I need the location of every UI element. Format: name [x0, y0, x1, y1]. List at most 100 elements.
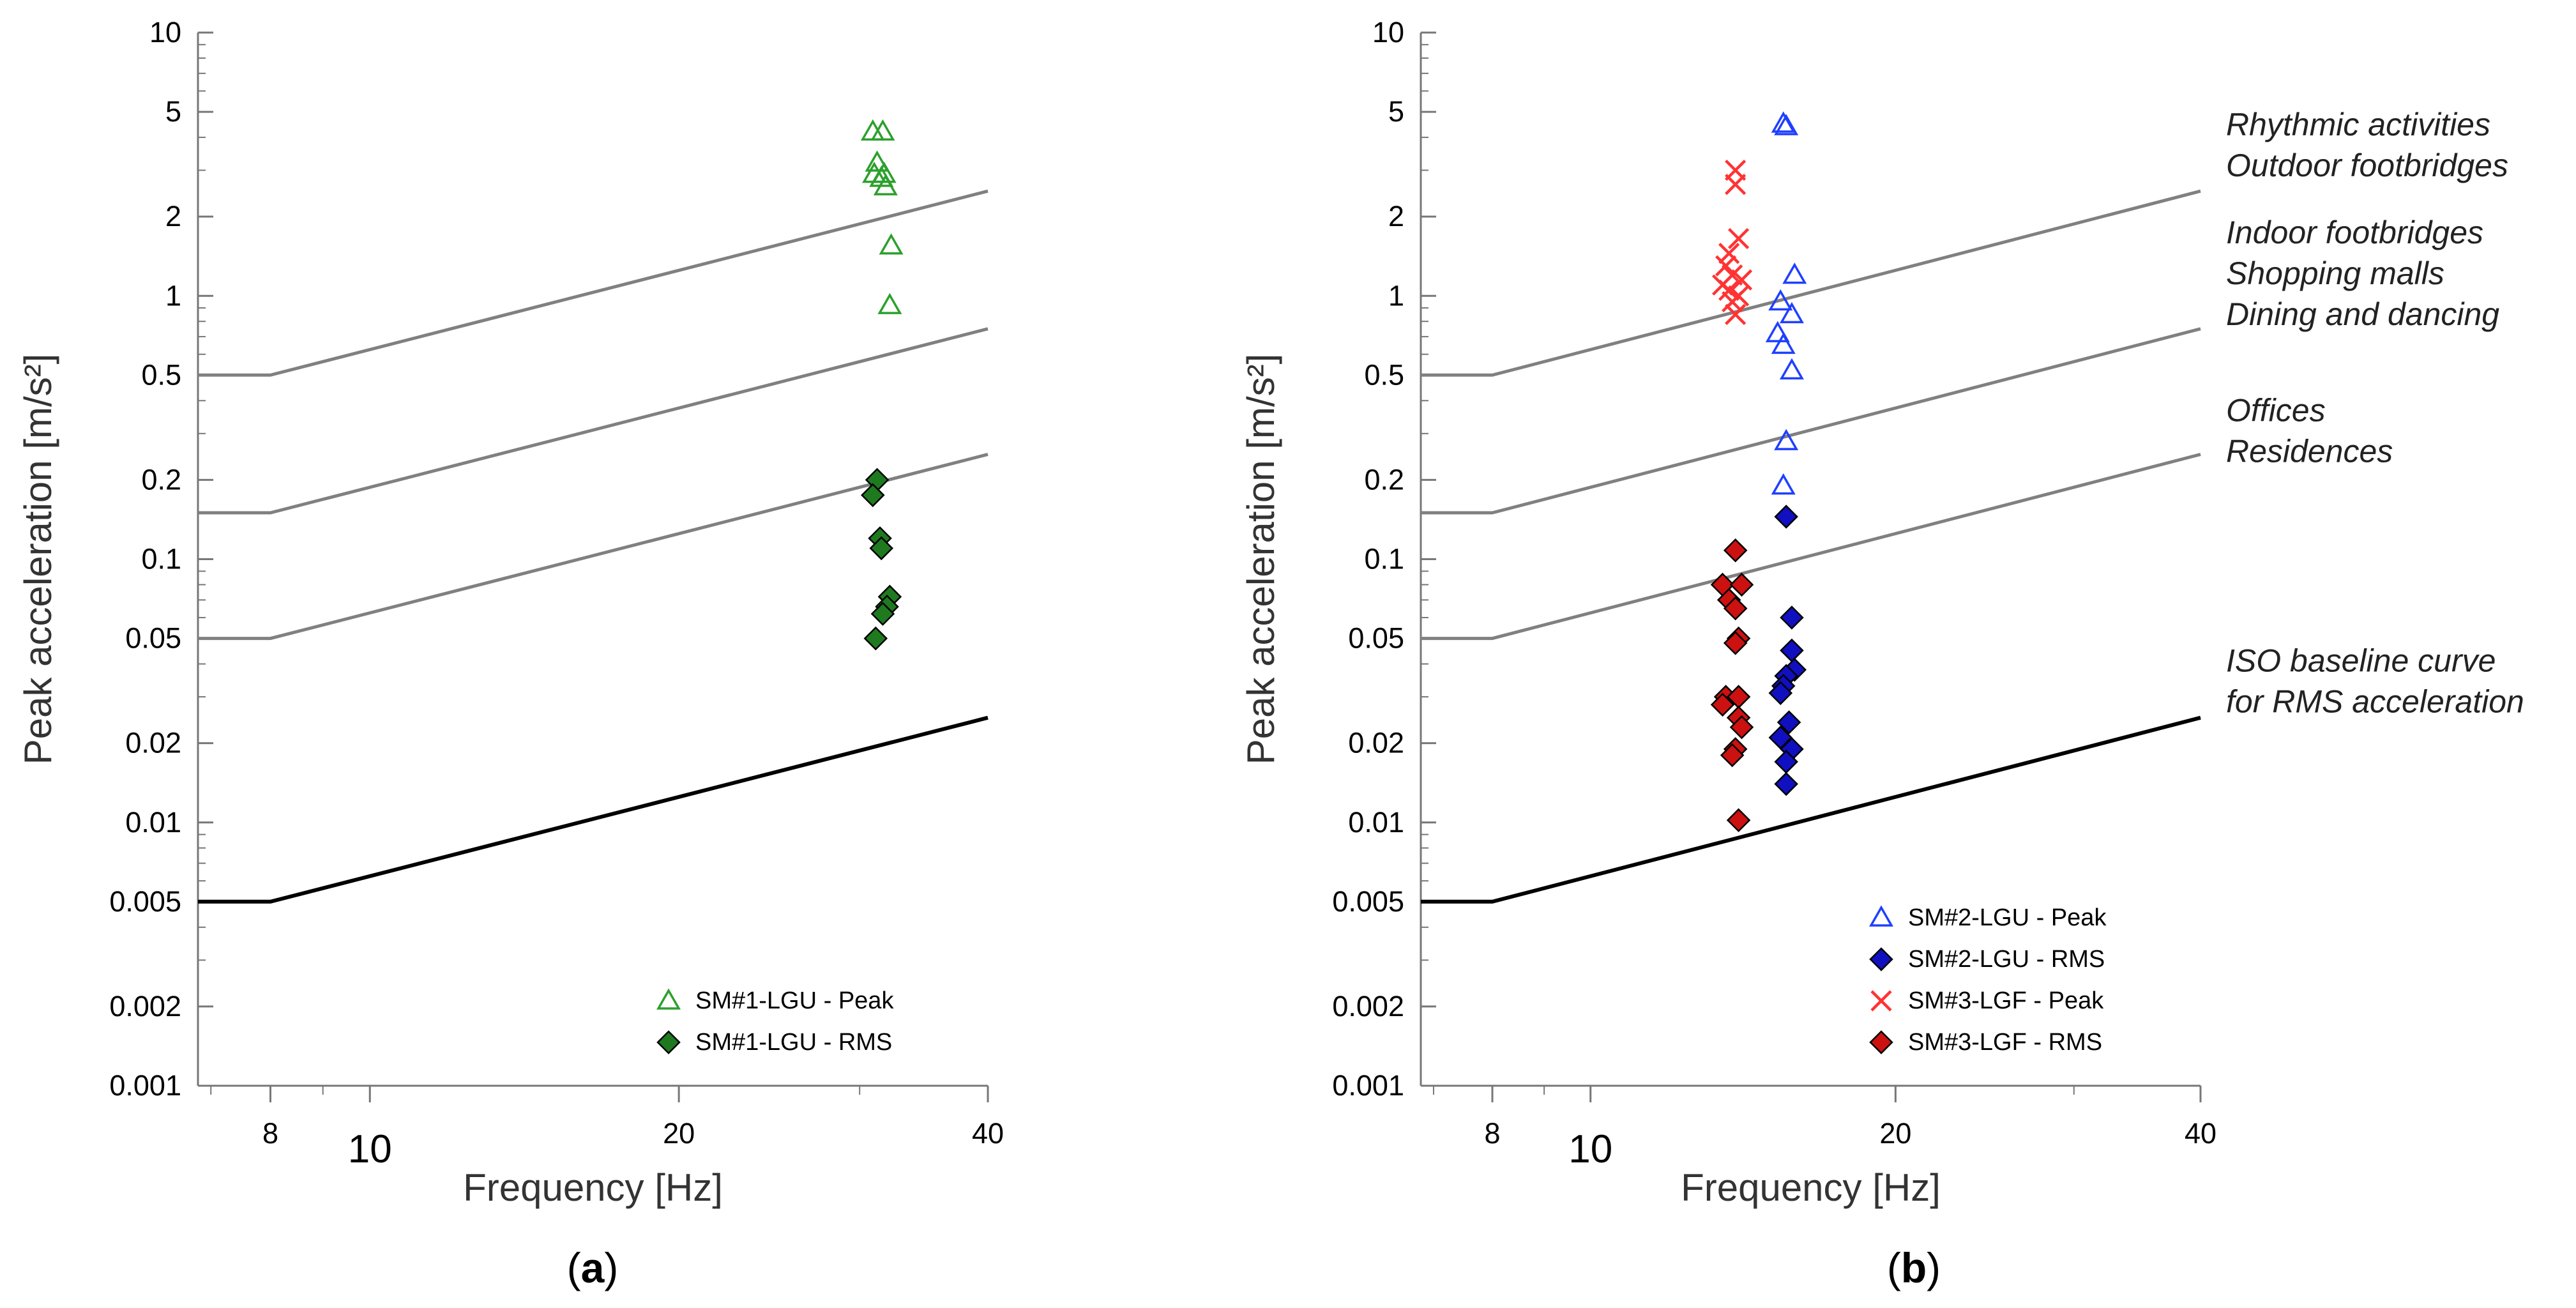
x-tick-label: 10 — [348, 1127, 392, 1171]
chart-panel-b: 10 5 2 1 0.5 0.2 0.1 0.05 0.02 0.01 0.005 0.002 0.00… — [1239, 16, 2524, 1291]
x-tick-label: 40 — [2185, 1117, 2216, 1150]
y-tick-label: 0.5 — [141, 358, 181, 391]
x-tick-label: 8 — [1484, 1117, 1500, 1150]
data-point — [1718, 243, 1740, 264]
y-tick-label: 0.001 — [1332, 1069, 1404, 1102]
cross-stroke — [1718, 279, 1740, 301]
y-tick-label: 10 — [149, 16, 181, 49]
cross-stroke — [1722, 291, 1743, 313]
limit-curve — [198, 189, 989, 377]
legend-label: SM#1-LGU - Peak — [695, 987, 894, 1014]
data-point — [877, 293, 902, 314]
data-point — [1723, 631, 1748, 655]
series — [861, 468, 902, 651]
cross-stroke — [1870, 990, 1892, 1012]
data-point — [1779, 358, 1804, 380]
data-point — [1774, 114, 1799, 135]
y-tick-label: 0.2 — [141, 463, 181, 496]
data-point — [1782, 262, 1807, 284]
legend-marker — [1869, 1030, 1893, 1054]
data-point — [1779, 301, 1804, 324]
legend-label: SM#3-LGF - RMS — [1908, 1029, 2102, 1056]
limit-curve — [198, 452, 989, 641]
limit-curve — [1421, 327, 2201, 515]
legend-marker — [1869, 947, 1893, 971]
limit-curve — [1421, 189, 2201, 377]
y-tick-label: 0.005 — [1332, 885, 1404, 918]
y-axis-title: Peak acceleration [m/s²] — [17, 354, 59, 765]
data-point — [1771, 332, 1796, 354]
y-tick-label: 10 — [1372, 16, 1404, 49]
curve-annotation: Indoor footbridges — [2226, 215, 2483, 250]
y-tick-label: 0.002 — [1332, 990, 1404, 1023]
cross-stroke — [1728, 228, 1750, 250]
series — [1768, 505, 1807, 796]
curve-annotation: Offices — [2226, 392, 2326, 428]
legend-label: SM#3-LGF - Peak — [1908, 987, 2104, 1014]
cross-stroke — [1718, 243, 1740, 264]
data-point — [870, 602, 895, 626]
curve-annotation: Shopping malls — [2226, 255, 2444, 291]
data-point — [1729, 572, 1754, 597]
x-tick-label: 20 — [663, 1117, 695, 1150]
curve-annotation: Residences — [2226, 433, 2393, 469]
data-point — [1780, 638, 1804, 663]
data-point — [1768, 289, 1793, 311]
legend-label: SM#2-LGU - Peak — [1908, 904, 2107, 931]
legend-label: SM#2-LGU - RMS — [1908, 946, 2105, 973]
limit-curve — [198, 327, 989, 515]
data-point — [1771, 111, 1796, 133]
legend-marker — [1868, 905, 1894, 927]
y-tick-label: 0.002 — [109, 990, 181, 1023]
data-point — [1723, 596, 1748, 621]
series — [860, 119, 904, 314]
data-point — [1777, 710, 1801, 734]
x-tick-label: 20 — [1879, 1117, 1911, 1150]
curve-annotation: Outdoor footbridges — [2226, 148, 2508, 183]
cross-stroke — [1731, 269, 1753, 291]
y-tick-label: 0.2 — [1364, 463, 1404, 496]
y-tick-label: 1 — [1388, 279, 1404, 312]
legend-marker — [656, 988, 681, 1010]
y-tick-label: 2 — [1388, 200, 1404, 232]
data-point — [863, 626, 888, 651]
y-tick-label: 0.05 — [1348, 622, 1404, 655]
y-tick-label: 0.02 — [125, 727, 181, 759]
data-point — [879, 233, 904, 255]
data-point — [860, 119, 885, 141]
data-point — [1765, 321, 1790, 342]
panel-label: (b) — [1887, 1244, 1941, 1291]
y-tick-label: 0.05 — [125, 622, 181, 655]
curve-annotation: for RMS acceleration — [2226, 684, 2524, 720]
data-point — [873, 174, 898, 195]
x-tick-label: 10 — [1568, 1127, 1612, 1171]
legend: SM#1-LGU - Peak SM#1-LGU - RMS — [656, 987, 894, 1056]
y-tick-label: 2 — [165, 200, 181, 232]
x-axis-title: Frequency [Hz] — [1681, 1166, 1941, 1209]
y-tick-label: 0.5 — [1364, 358, 1404, 391]
legend-marker — [656, 1030, 681, 1054]
curve-annotation: Dining and dancing — [2226, 296, 2499, 332]
data-point — [1774, 429, 1799, 450]
series — [1711, 159, 1753, 325]
x-axis-title: Frequency [Hz] — [463, 1166, 723, 1209]
data-point — [1729, 715, 1754, 740]
data-point — [1728, 228, 1750, 250]
cross-stroke — [1725, 303, 1746, 325]
limit-curve — [198, 715, 989, 904]
y-tick-label: 0.1 — [1364, 543, 1404, 575]
limit-curve — [1421, 452, 2201, 641]
data-point — [1771, 473, 1796, 495]
data-point — [1722, 291, 1743, 313]
data-point — [1710, 692, 1735, 717]
x-tick-label: 8 — [262, 1117, 278, 1150]
legend: SM#2-LGU - Peak SM#2-LGU - RMS SM#3-LGF - … — [1868, 904, 2107, 1056]
data-point — [1726, 808, 1751, 832]
y-tick-label: 5 — [1388, 95, 1404, 128]
data-point — [1774, 772, 1798, 796]
data-point — [1768, 681, 1793, 705]
y-tick-label: 5 — [165, 95, 181, 128]
cross-stroke — [1715, 255, 1737, 277]
curve-annotation: Rhythmic activities — [2226, 107, 2490, 142]
